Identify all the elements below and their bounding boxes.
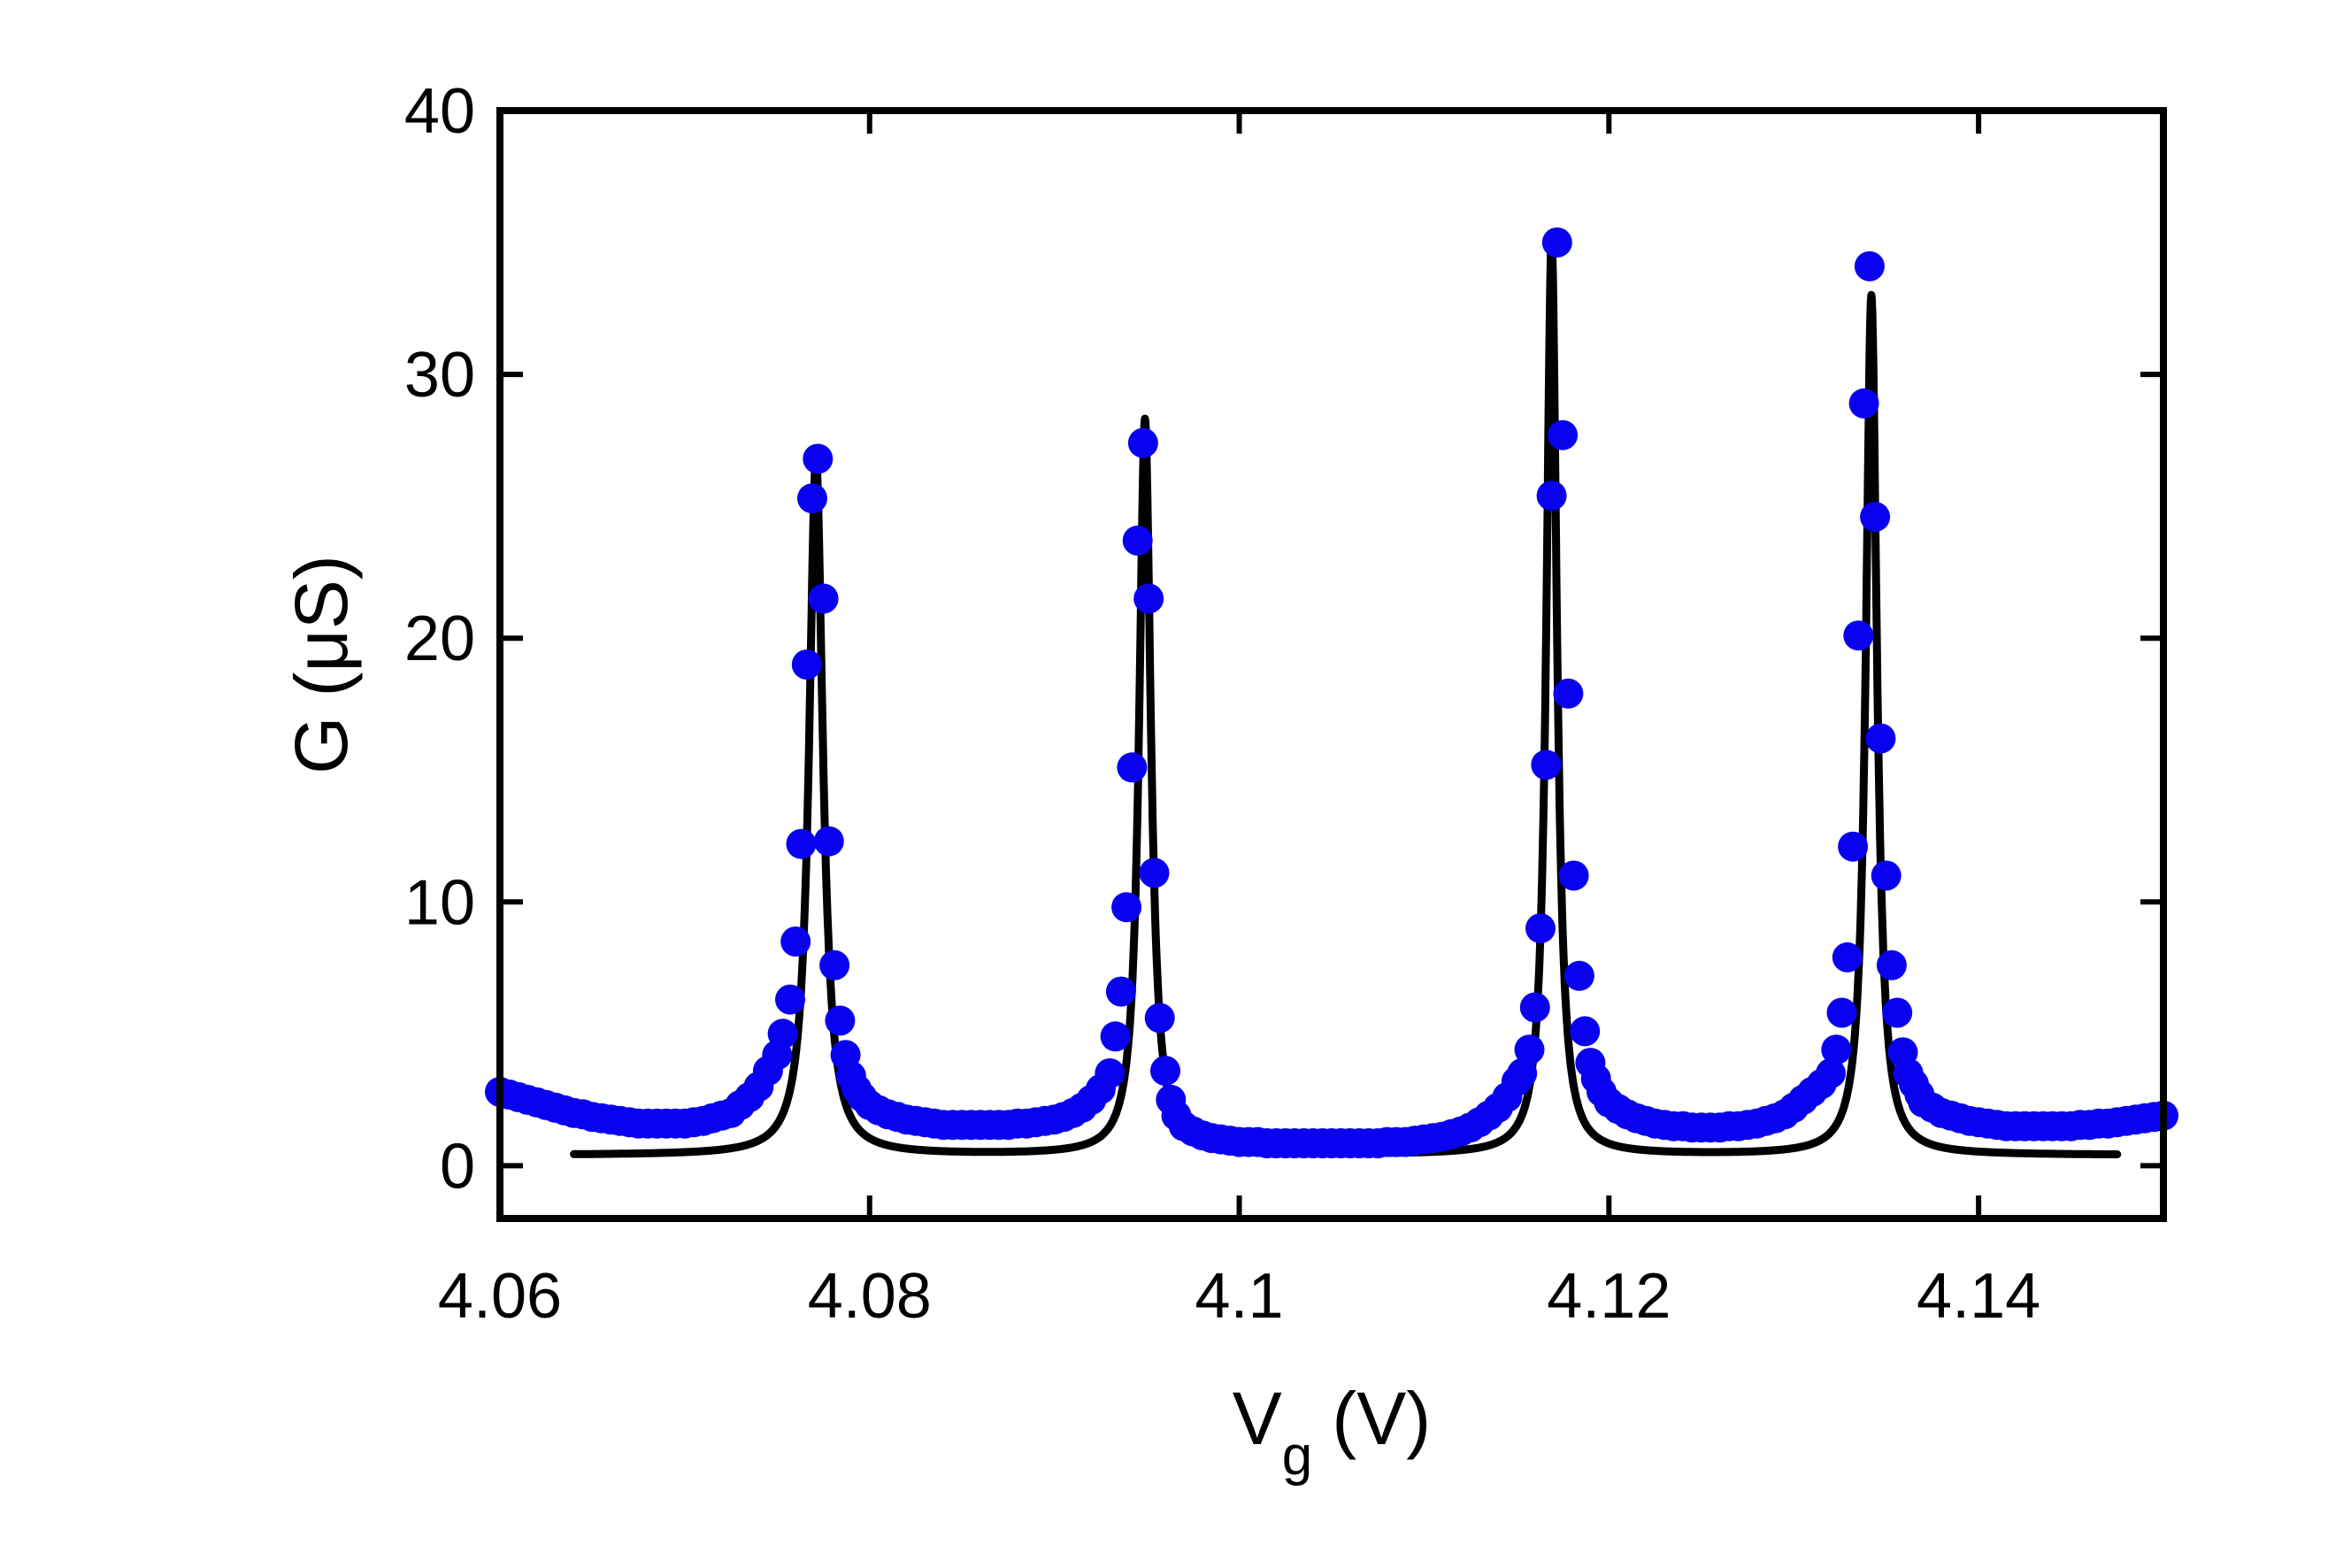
data-point bbox=[1117, 752, 1148, 783]
y-axis-label-main: G bbox=[280, 717, 363, 774]
data-point bbox=[1519, 992, 1550, 1023]
data-point bbox=[1553, 678, 1584, 709]
x-tick-label: 4.06 bbox=[438, 1261, 562, 1332]
plot-area bbox=[485, 227, 2178, 1158]
data-point bbox=[808, 583, 839, 614]
data-point bbox=[803, 443, 834, 474]
data-point bbox=[1150, 1056, 1180, 1087]
x-axis-label-main: V bbox=[1233, 1377, 1282, 1460]
data-point bbox=[1122, 525, 1153, 556]
data-point bbox=[780, 926, 811, 957]
data-point bbox=[791, 649, 822, 680]
data-point bbox=[1548, 419, 1579, 450]
y-tick-label: 30 bbox=[404, 340, 475, 411]
data-point bbox=[767, 1018, 798, 1049]
y-tick-label: 20 bbox=[404, 603, 475, 674]
data-point bbox=[1860, 502, 1891, 533]
data-point bbox=[1876, 949, 1907, 980]
data-point bbox=[1826, 997, 1857, 1028]
data-point bbox=[1558, 860, 1589, 891]
x-axis-ticks: 4.06 4.08 4.1 4.12 4.14 bbox=[438, 111, 2040, 1332]
data-point bbox=[1871, 860, 1902, 891]
y-tick-label: 40 bbox=[404, 76, 475, 147]
data-point bbox=[1144, 1003, 1175, 1034]
data-point bbox=[1514, 1034, 1545, 1065]
data-point bbox=[1838, 831, 1869, 862]
y-axis-label-unit: (μS) bbox=[280, 555, 363, 696]
data-point bbox=[1531, 749, 1562, 780]
y-tick-label: 0 bbox=[440, 1131, 475, 1202]
data-point bbox=[813, 826, 844, 857]
y-axis-label: G (μS) bbox=[280, 555, 363, 774]
x-tick-label: 4.08 bbox=[808, 1261, 932, 1332]
data-point bbox=[1854, 250, 1885, 281]
y-axis-ticks: 0 10 20 30 40 bbox=[404, 76, 2163, 1202]
x-tick-label: 4.12 bbox=[1547, 1261, 1671, 1332]
x-axis-label-unit: (V) bbox=[1332, 1377, 1431, 1460]
data-point bbox=[1139, 857, 1170, 888]
data-point bbox=[1541, 227, 1572, 257]
data-point bbox=[1563, 960, 1594, 991]
data-point bbox=[1536, 480, 1567, 511]
data-point bbox=[1570, 1016, 1601, 1047]
data-point bbox=[1882, 997, 1913, 1028]
plot-frame bbox=[496, 107, 2167, 1222]
data-point bbox=[1832, 942, 1863, 972]
data-point bbox=[1111, 892, 1142, 923]
data-point bbox=[825, 1005, 856, 1036]
data-point bbox=[786, 828, 817, 859]
data-point bbox=[1100, 1021, 1131, 1052]
y-tick-label: 10 bbox=[404, 867, 475, 938]
data-point bbox=[775, 984, 805, 1015]
x-axis-label: Vg (V) bbox=[1233, 1377, 1432, 1487]
x-tick-label: 4.1 bbox=[1195, 1261, 1284, 1332]
x-tick-label: 4.14 bbox=[1917, 1261, 2040, 1332]
data-point bbox=[1821, 1034, 1852, 1065]
data-point bbox=[1105, 976, 1136, 1007]
data-point bbox=[1843, 620, 1874, 651]
data-points bbox=[485, 227, 2178, 1158]
data-point bbox=[1507, 1058, 1538, 1088]
data-point bbox=[797, 483, 827, 514]
data-point bbox=[1865, 723, 1896, 754]
x-axis-label-sub: g bbox=[1282, 1426, 1312, 1487]
data-point bbox=[819, 949, 850, 980]
data-point bbox=[1525, 913, 1556, 944]
data-point bbox=[1095, 1058, 1126, 1088]
data-point bbox=[1127, 427, 1158, 458]
data-point bbox=[1816, 1058, 1846, 1088]
data-point bbox=[1848, 388, 1879, 419]
data-point bbox=[1133, 583, 1164, 614]
